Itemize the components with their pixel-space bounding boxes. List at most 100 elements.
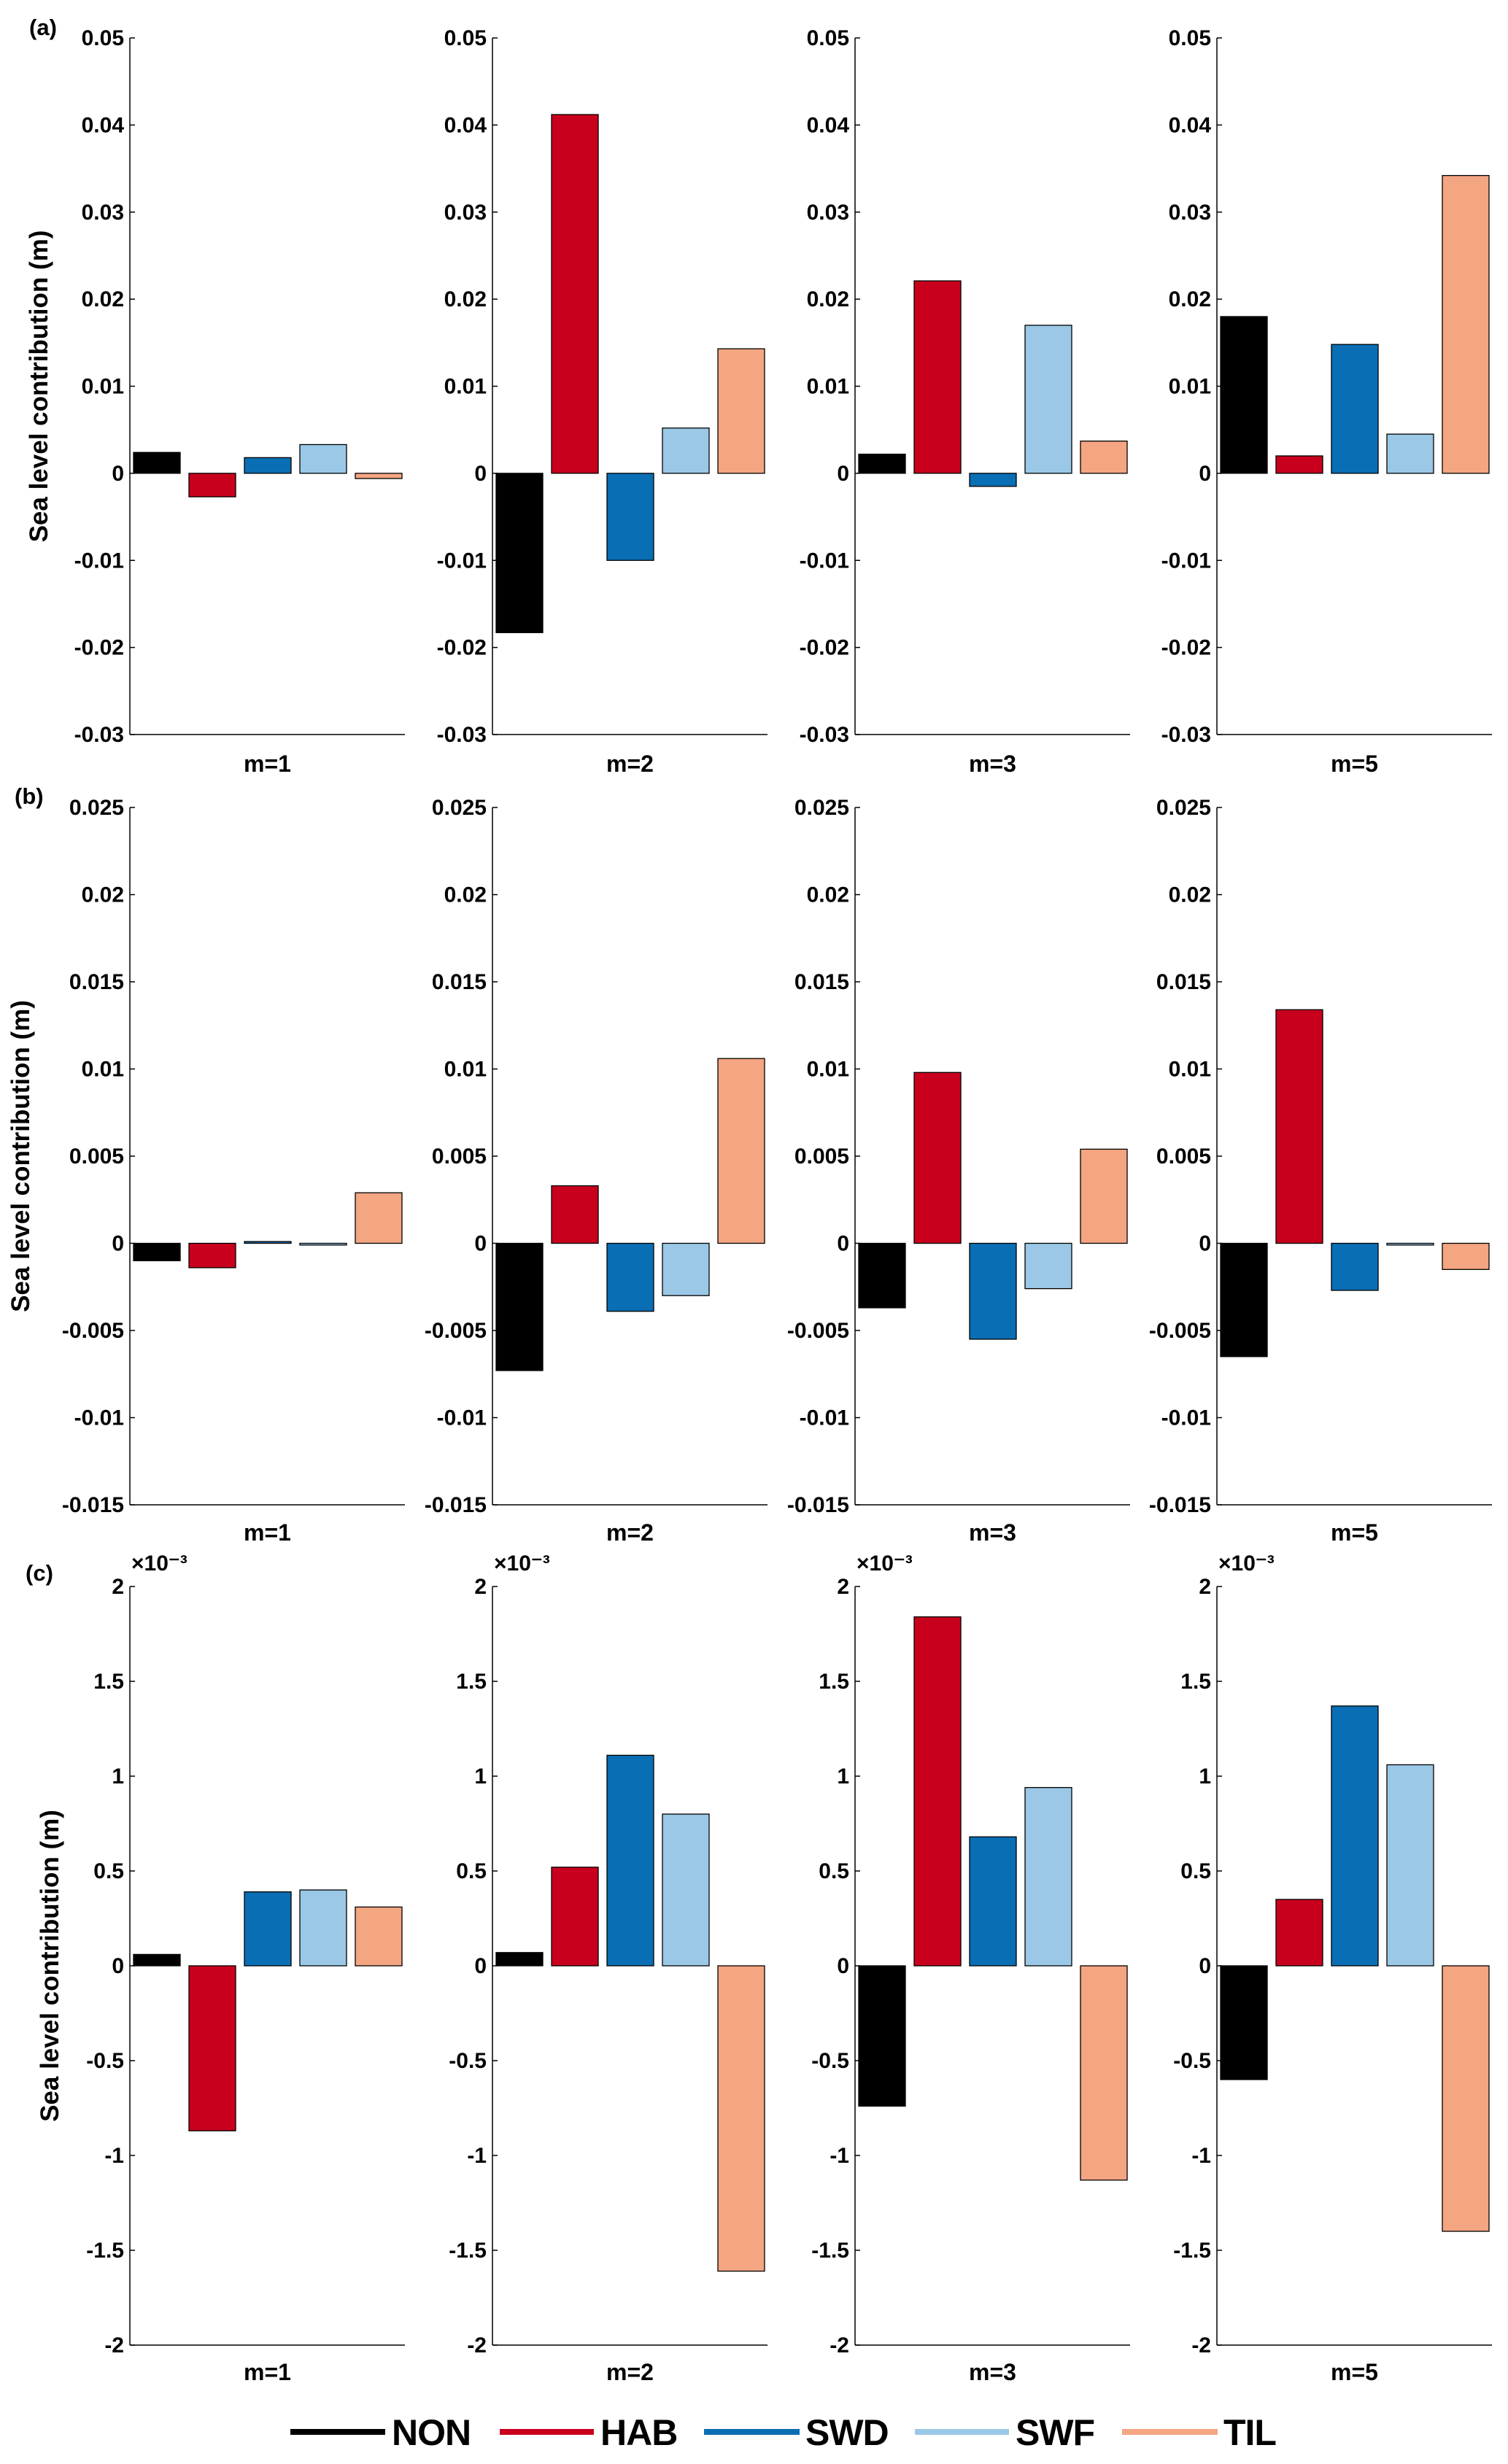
y-tick-label: -0.005 <box>1149 1319 1211 1343</box>
x-category-label: m=2 <box>606 1519 654 1546</box>
y-tick-label: -0.005 <box>62 1319 124 1343</box>
bar-HAB-m=5 <box>1275 455 1323 474</box>
subplot-2-2: -2 -1.5 -1 -0.5 0 0.5 1 1.5 2 ×10⁻³ m=3 <box>811 1551 1130 2385</box>
bar-NON-m=2 <box>495 1242 544 1371</box>
y-tick-label: -0.015 <box>62 1493 124 1517</box>
y-tick-label: 0.01 <box>82 1058 124 1082</box>
y-tick-label: 0.015 <box>1156 970 1211 994</box>
y-tick-label: -2 <box>467 2333 487 2358</box>
y-tick-label: 0 <box>474 1232 487 1256</box>
subplot-0-2: -0.03 -0.02 -0.01 0 0.01 0.02 0.03 0.04 0.05 m=3 <box>800 26 1130 777</box>
bar-TIL-m=1 <box>355 1192 403 1244</box>
y-tick-label: -1.5 <box>811 2239 849 2263</box>
y-tick-label: 0.025 <box>432 796 487 820</box>
y-tick-label: -1 <box>104 2144 124 2168</box>
bar-NON-m=1 <box>133 1242 181 1262</box>
bar-SWD-m=5 <box>1331 344 1379 474</box>
bar-HAB-m=1 <box>188 473 236 497</box>
y-tick-label: 0.025 <box>69 796 124 820</box>
y-tick-label: -0.01 <box>1161 549 1211 573</box>
y-tick-label: 1 <box>112 1764 124 1789</box>
y-exponent-label: ×10⁻³ <box>857 1551 913 1576</box>
y-tick-label: 1 <box>837 1764 849 1789</box>
x-category-label: m=5 <box>1331 751 1378 777</box>
y-tick-label: 0 <box>837 462 849 486</box>
y-tick-label: 0 <box>837 1954 849 1978</box>
legend-label-SWD: SWD <box>805 2412 889 2453</box>
x-category-label: m=3 <box>969 1519 1016 1546</box>
y-exponent-label: ×10⁻³ <box>1218 1551 1275 1576</box>
y-tick-label: 1 <box>474 1764 487 1789</box>
y-tick-label: 1.5 <box>456 1670 487 1694</box>
bar-HAB-m=2 <box>551 1867 599 1967</box>
bar-NON-m=3 <box>858 1965 906 2107</box>
y-tick-label: 1.5 <box>819 1670 849 1694</box>
y-tick-label: 0.01 <box>444 375 487 399</box>
bar-TIL-m=5 <box>1442 1965 1490 2232</box>
y-tick-label: -0.015 <box>425 1493 487 1517</box>
bar-TIL-m=3 <box>1080 1965 1128 2181</box>
y-tick-label: 0.01 <box>1169 375 1211 399</box>
bar-NON-m=5 <box>1220 1965 1268 2080</box>
bar-SWD-m=1 <box>244 1891 292 1967</box>
y-tick-label: -0.5 <box>811 2049 849 2073</box>
subplot-2-3: -2 -1.5 -1 -0.5 0 0.5 1 1.5 2 ×10⁻³ m=5 <box>1173 1551 1492 2385</box>
y-tick-label: -0.015 <box>1149 1493 1211 1517</box>
y-tick-label: -0.02 <box>1161 636 1211 660</box>
bar-NON-m=5 <box>1220 1242 1268 1357</box>
bar-SWD-m=1 <box>244 1241 292 1244</box>
y-tick-label: -0.01 <box>800 549 849 573</box>
y-tick-label: 0 <box>1199 1954 1211 1978</box>
y-tick-label: 0.01 <box>444 1058 487 1082</box>
y-tick-label: 0 <box>837 1232 849 1256</box>
y-tick-label: 0.04 <box>82 113 125 137</box>
bar-SWD-m=2 <box>606 473 654 561</box>
y-tick-label: 0.03 <box>807 201 849 225</box>
y-tick-label: -1 <box>830 2144 849 2168</box>
y-tick-label: 0 <box>1199 1232 1211 1256</box>
y-tick-label: 0.01 <box>1169 1058 1211 1082</box>
y-tick-label: 0.005 <box>1156 1144 1211 1169</box>
y-tick-label: 0 <box>474 462 487 486</box>
y-tick-label: 0.005 <box>69 1144 124 1169</box>
y-tick-label: 0.025 <box>794 796 849 820</box>
y-tick-label: 0.015 <box>69 970 124 994</box>
subplot-1-2: -0.015 -0.01 -0.005 0 0.005 0.01 0.015 0.02 0.02… <box>787 796 1130 1546</box>
bar-HAB-m=5 <box>1275 1009 1323 1244</box>
y-tick-label: 0.01 <box>82 375 124 399</box>
y-tick-label: 0 <box>112 1954 124 1978</box>
panel-label-1: (b) <box>15 783 44 809</box>
bar-TIL-m=3 <box>1080 1148 1128 1244</box>
y-tick-label: 0 <box>112 1232 124 1256</box>
bar-TIL-m=1 <box>355 1906 403 1967</box>
y-tick-label: -0.5 <box>449 2049 487 2073</box>
legend: NON HAB SWD SWF TIL <box>290 2412 1277 2453</box>
y-tick-label: -0.01 <box>74 549 124 573</box>
bar-SWD-m=2 <box>606 1754 654 1967</box>
y-axis-label-1: Sea level contribution (m) <box>7 1000 35 1312</box>
bar-NON-m=2 <box>495 473 544 633</box>
y-axis-label-2: Sea level contribution (m) <box>36 1810 64 2122</box>
y-tick-label: -0.01 <box>437 549 487 573</box>
bar-NON-m=3 <box>858 453 906 474</box>
y-tick-label: -0.5 <box>1173 2049 1211 2073</box>
bar-SWD-m=5 <box>1331 1242 1379 1291</box>
y-tick-label: -1.5 <box>449 2239 487 2263</box>
y-tick-label: 1.5 <box>93 1670 124 1694</box>
y-tick-label: 2 <box>837 1575 849 1599</box>
legend-label-SWF: SWF <box>1016 2412 1094 2453</box>
y-tick-label: 0.5 <box>93 1859 124 1883</box>
subplot-2-0: -2 -1.5 -1 -0.5 0 0.5 1 1.5 2 ×10⁻³ m=1 <box>86 1551 405 2385</box>
x-category-label: m=5 <box>1331 1519 1378 1546</box>
y-tick-label: 0.02 <box>444 287 487 311</box>
bar-HAB-m=5 <box>1275 1899 1323 1967</box>
subplot-1-3: -0.015 -0.01 -0.005 0 0.005 0.01 0.015 0.02 0.02… <box>1149 796 1492 1546</box>
y-tick-label: 0.02 <box>807 883 849 907</box>
bar-SWF-m=3 <box>1024 1786 1072 1967</box>
subplot-0-3: -0.03 -0.02 -0.01 0 0.01 0.02 0.03 0.04 0.05 m=5 <box>1161 26 1492 777</box>
bar-SWD-m=5 <box>1331 1705 1379 1967</box>
x-category-label: m=1 <box>244 2359 291 2385</box>
y-axis-label-0: Sea level contribution (m) <box>25 230 53 543</box>
y-tick-label: -0.01 <box>1161 1406 1211 1430</box>
y-tick-label: 0.02 <box>807 287 849 311</box>
